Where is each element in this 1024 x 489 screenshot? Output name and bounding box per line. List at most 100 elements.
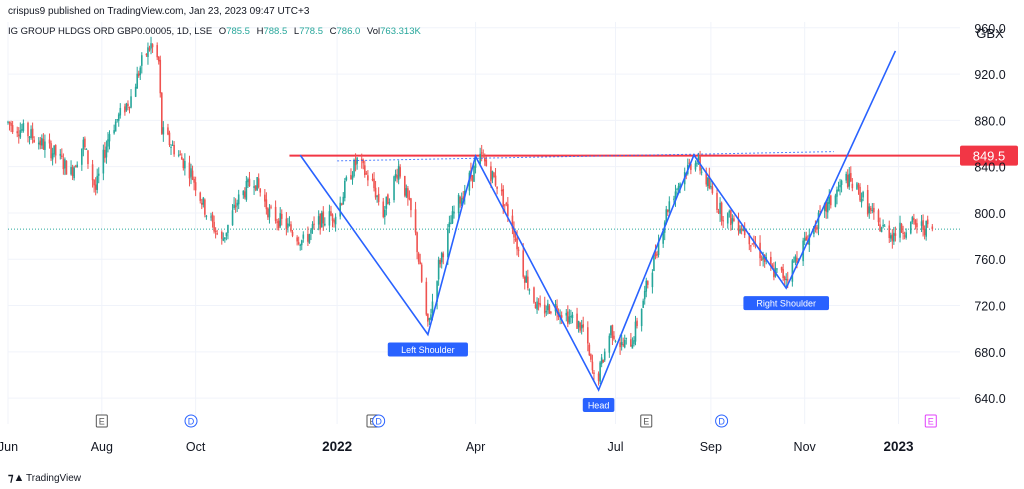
candle-down [214,230,217,232]
candle-down [902,232,904,234]
candle-up [785,279,788,281]
candle-down [770,256,772,267]
pattern-label-box [582,398,615,413]
candle-up [834,195,837,207]
candle-down [914,220,917,225]
candle-up [642,300,644,308]
candle-down [333,219,335,223]
candle-up [384,209,386,217]
y-tick-label: 960.0 [974,22,1005,36]
candle-down [916,223,918,228]
candle-down [193,178,195,183]
candle-up [860,198,863,203]
candle-up [836,189,838,197]
candle-up [436,281,438,302]
candle-down [534,304,537,309]
candle-down [500,189,503,192]
candle-down [439,259,441,265]
head-and-shoulders-pattern[interactable] [299,50,897,392]
candle-down [270,206,272,208]
candle-down [427,313,429,322]
candle-up [599,362,601,382]
candle-up [634,321,637,342]
price-axis[interactable]: 960.0 920.0 880.0 840.0 800.0 760.0 720.0 680.0… [974,22,1005,406]
candle-down [179,154,182,156]
candle-down [297,242,300,244]
candle-up [299,244,302,246]
candle-up [803,238,806,242]
candle-down [291,231,294,236]
candle-up [324,223,326,226]
candle-down [622,344,624,346]
candle-down [330,211,332,216]
candle-down [216,233,218,235]
candle-down [654,252,657,257]
candle-down [587,327,589,344]
candle-up [856,183,858,190]
candle-down [825,201,827,212]
candle-down [582,324,584,328]
candle-down [523,276,526,283]
candle-up [631,344,634,349]
ohlc-volume-value: 763.313K [380,26,421,37]
candle-up [184,161,186,169]
candle-up [344,180,346,199]
event-markers[interactable]: EDEDEDE [95,414,937,428]
candle-down [630,339,632,347]
candle-up [882,224,884,227]
candle-down [740,228,743,231]
candle-up [397,165,400,180]
pattern-label-text: Head [588,401,610,411]
ohlc-key-close: C [330,26,337,37]
candle-down [414,209,417,233]
candle-up [97,173,100,176]
candle-up [731,218,734,224]
candle-up [7,121,9,123]
candle-up [113,130,115,134]
candle-down [31,128,34,139]
tradingview-logo[interactable]: ⁊▲ TradingView [8,472,82,484]
candle-up [107,139,109,147]
candle-up [41,138,43,146]
candle-up [405,188,408,197]
candle-up [491,171,494,180]
candle-up [279,213,282,227]
candle-up [571,314,574,319]
candle-up [37,142,40,145]
candle-down [636,320,638,327]
y-tick-label: 640.0 [974,392,1005,406]
candle-down [124,106,126,113]
candle-down [127,103,129,107]
resistance-line: 849.5 [289,145,1018,166]
candle-up [677,185,680,190]
ohlc-low-value: 778.5 [299,26,323,37]
candle-up [21,129,23,131]
candle-up [460,198,463,206]
candle-up [353,159,355,177]
candle-up [610,326,612,336]
candle-down [382,201,385,217]
candle-down [204,199,206,215]
candle-up [73,167,75,179]
candle-down [417,253,420,262]
candle-down [307,233,309,242]
candle-up [794,256,797,262]
candle-up [76,164,79,167]
candle-up [108,134,111,142]
candle-up [19,130,22,138]
candle-up [171,144,174,146]
candle-up [210,216,212,218]
candle-down [191,170,194,180]
y-tick-label: 800.0 [974,207,1005,221]
candle-down [276,221,278,223]
candle-up [600,357,603,365]
candle-up [706,177,709,187]
candle-down [877,210,880,223]
candle-down [11,125,14,133]
x-tick-label: 2023 [883,439,914,454]
candle-down [290,224,292,232]
candle-up [739,229,741,233]
candle-up [479,153,481,165]
time-axis[interactable]: Jun Aug Oct 2022 Apr Jul Sep Nov 2023 [0,439,914,454]
